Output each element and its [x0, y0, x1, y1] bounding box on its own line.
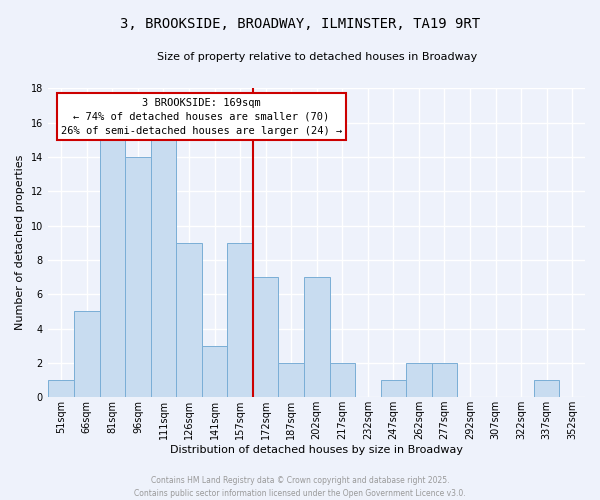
- Bar: [100, 140, 125, 397]
- Bar: [227, 242, 253, 397]
- Bar: [278, 363, 304, 397]
- Text: 3 BROOKSIDE: 169sqm
← 74% of detached houses are smaller (70)
26% of semi-detach: 3 BROOKSIDE: 169sqm ← 74% of detached ho…: [61, 98, 342, 136]
- Bar: [49, 380, 74, 397]
- X-axis label: Distribution of detached houses by size in Broadway: Distribution of detached houses by size …: [170, 445, 463, 455]
- Text: 3, BROOKSIDE, BROADWAY, ILMINSTER, TA19 9RT: 3, BROOKSIDE, BROADWAY, ILMINSTER, TA19 …: [120, 18, 480, 32]
- Bar: [253, 277, 278, 397]
- Bar: [202, 346, 227, 397]
- Bar: [74, 312, 100, 397]
- Bar: [304, 277, 329, 397]
- Bar: [380, 380, 406, 397]
- Bar: [534, 380, 559, 397]
- Bar: [432, 363, 457, 397]
- Y-axis label: Number of detached properties: Number of detached properties: [15, 155, 25, 330]
- Text: Contains HM Land Registry data © Crown copyright and database right 2025.
Contai: Contains HM Land Registry data © Crown c…: [134, 476, 466, 498]
- Bar: [406, 363, 432, 397]
- Bar: [125, 157, 151, 397]
- Bar: [329, 363, 355, 397]
- Bar: [176, 242, 202, 397]
- Title: Size of property relative to detached houses in Broadway: Size of property relative to detached ho…: [157, 52, 477, 62]
- Bar: [151, 140, 176, 397]
